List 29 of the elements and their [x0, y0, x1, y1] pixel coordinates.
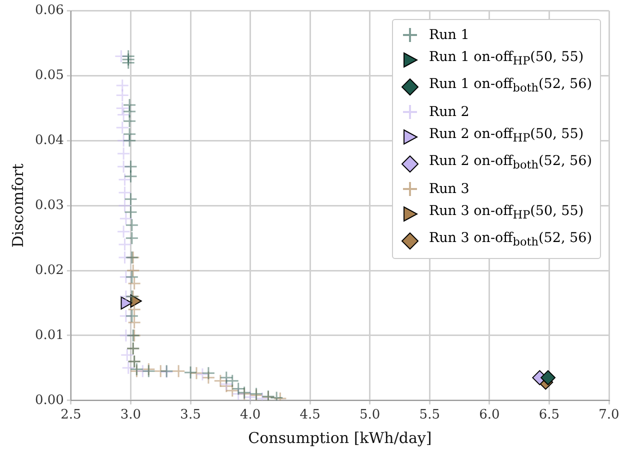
x-tick-label: 5.5 [419, 408, 440, 423]
y-tick-label: 0.04 [34, 133, 64, 148]
legend-label: Run 2 [428, 102, 470, 122]
x-tick-label: 4.5 [300, 408, 320, 423]
x-tick-label: 3.5 [180, 408, 201, 423]
y-tick-label: 0.00 [34, 392, 64, 408]
legend-label: Run 1 [428, 26, 470, 45]
y-tick-label: 0.02 [34, 262, 64, 278]
legend-label: Run 3 on-off$_{HP}$(50, 55) [428, 202, 584, 224]
y-axis-title: Discomfort [8, 164, 27, 248]
x-tick-label: 2.5 [60, 408, 82, 423]
legend-label: Run 1 on-off$_{HP}$(50, 55) [428, 48, 584, 70]
legend-label: Run 3 [428, 180, 470, 199]
x-tick-label: 5.0 [360, 408, 380, 423]
point [540, 370, 556, 386]
x-tick-label: 6.5 [538, 408, 560, 423]
x-tick-label: 4.0 [240, 408, 261, 423]
x-tick-label: 7.0 [598, 408, 620, 423]
legend-label: Run 2 on-off$_{HP}$(50, 55) [428, 125, 584, 147]
y-tick-label: 0.01 [34, 328, 64, 343]
y-tick-label: 0.03 [34, 198, 64, 213]
legend-label: Run 2 on-off$_{both}$(52, 56) [428, 152, 592, 174]
y-tick-label: 0.06 [34, 3, 64, 18]
legend-label: Run 1 on-off$_{both}$(52, 56) [428, 75, 592, 98]
x-axis-title: Consumption [kWh/day] [248, 428, 432, 447]
y-tick-label: 0.05 [34, 68, 64, 84]
x-tick-label: 6.0 [479, 408, 500, 423]
x-tick-label: 3.0 [120, 408, 142, 423]
legend-label: Run 3 on-off$_{both}$(52, 56) [428, 229, 592, 251]
